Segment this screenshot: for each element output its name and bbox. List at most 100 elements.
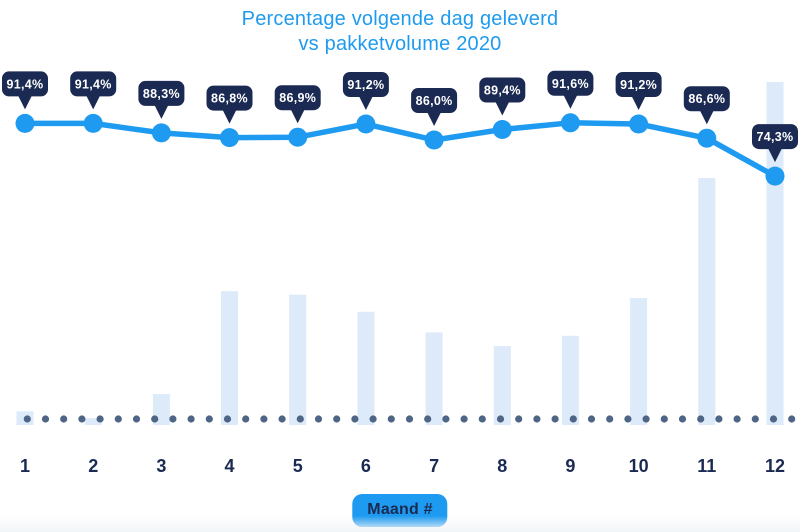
baseline-dot [660, 415, 668, 423]
value-badge-pointer [358, 96, 373, 110]
value-badge-label: 91,4% [7, 77, 44, 91]
baseline-dot [769, 415, 778, 423]
volume-bar [289, 294, 307, 425]
baseline-dot [642, 415, 650, 423]
delivery-points [15, 113, 785, 186]
baseline-dot [569, 415, 577, 423]
baseline-dot [715, 415, 723, 423]
month-label: 2 [88, 456, 98, 476]
delivery-point [288, 127, 308, 147]
value-badge-label: 86,0% [416, 94, 453, 108]
value-badge-label: 86,9% [279, 91, 316, 105]
delivery-point [220, 128, 239, 148]
chart-title-line1: Percentage volgende dag geleverd [241, 8, 559, 30]
delivery-point [492, 120, 512, 139]
baseline-dot [733, 415, 741, 423]
value-badge-box [479, 77, 526, 103]
chart-title: Percentage volgende dag geleverd vs pakk… [0, 7, 800, 57]
baseline-dot [23, 415, 31, 423]
value-badge-label: 91,2% [620, 78, 657, 92]
delivery-point [765, 166, 785, 186]
value-badge-pointer [699, 110, 714, 125]
value-badge-pointer [427, 112, 442, 126]
value-badge-box [683, 86, 730, 112]
value-badge-box [342, 72, 389, 97]
x-axis-label-badge: Maand # [352, 494, 448, 527]
baseline-dot [369, 415, 377, 423]
delivery-point [629, 114, 649, 134]
baseline-dot [169, 415, 177, 423]
value-badge: 86,0% [411, 88, 458, 126]
baseline-dot [78, 415, 86, 423]
baseline-dot [405, 415, 414, 423]
value-badge-pointer [290, 109, 305, 124]
value-badge: 86,8% [206, 85, 253, 124]
baseline-dot [551, 415, 559, 423]
value-badge-box [206, 85, 253, 111]
baseline-dot [387, 415, 395, 423]
delivery-point [151, 123, 171, 143]
value-badge-label: 89,4% [484, 84, 521, 98]
value-badge: 91,2% [615, 72, 662, 110]
value-badge-box [2, 71, 48, 97]
value-badge-pointer [495, 101, 510, 116]
value-badge: 89,4% [479, 77, 526, 116]
volume-bar [698, 178, 716, 425]
value-badge-label: 86,8% [211, 92, 248, 106]
value-badge-pointer [768, 148, 782, 163]
volume-bar [425, 332, 443, 425]
value-badge-label: 91,6% [552, 77, 589, 91]
month-label: 4 [224, 456, 234, 476]
delivery-point [697, 128, 717, 148]
delivery-point [560, 113, 580, 133]
month-label: 8 [497, 456, 507, 476]
baseline-dot [515, 415, 523, 423]
value-badge: 91,6% [547, 70, 594, 109]
value-badge-box [752, 124, 798, 150]
value-badge: 91,4% [2, 71, 48, 110]
value-badge-pointer [154, 104, 169, 119]
baseline-dot [496, 415, 505, 423]
value-badge: 88,3% [138, 80, 185, 119]
baseline-dot [606, 415, 614, 423]
volume-bar [561, 335, 579, 425]
volume-bar [357, 311, 375, 425]
baseline-dot [587, 415, 596, 423]
baseline-dot [333, 415, 341, 423]
baseline-dot [533, 415, 541, 423]
month-label: 5 [293, 456, 303, 476]
delivery-point [424, 130, 444, 150]
baseline-dot [460, 415, 468, 423]
month-label: 9 [565, 456, 575, 476]
volume-bar [630, 298, 648, 425]
baseline-dot [96, 415, 104, 423]
value-badge-label: 88,3% [143, 87, 180, 101]
value-badge-pointer [563, 94, 578, 109]
baseline-dot [624, 415, 632, 423]
baseline-dot [242, 415, 250, 423]
baseline-dot [678, 415, 687, 423]
value-badge-pointer [86, 95, 101, 110]
value-badge-box [411, 88, 458, 113]
baseline-dot [478, 415, 486, 423]
value-badge-box [138, 80, 185, 106]
month-label: 7 [429, 456, 439, 476]
value-badge: 91,2% [342, 72, 389, 110]
delivery-point [15, 113, 35, 133]
value-badge-label: 91,2% [347, 78, 384, 92]
value-badge: 86,9% [274, 85, 321, 124]
baseline-dot [442, 415, 450, 423]
baseline-dot [223, 415, 232, 423]
value-badge-label: 86,6% [688, 92, 725, 106]
volume-bar [84, 418, 102, 425]
value-badge-label: 74,3% [757, 130, 794, 144]
baseline-dot [41, 415, 50, 423]
baseline-dot [697, 415, 705, 423]
baseline-dot [314, 415, 323, 423]
month-label: 11 [697, 456, 716, 476]
baseline-dot [132, 415, 141, 423]
value-badge-label: 91,4% [75, 77, 112, 91]
baseline-dots [23, 415, 796, 423]
